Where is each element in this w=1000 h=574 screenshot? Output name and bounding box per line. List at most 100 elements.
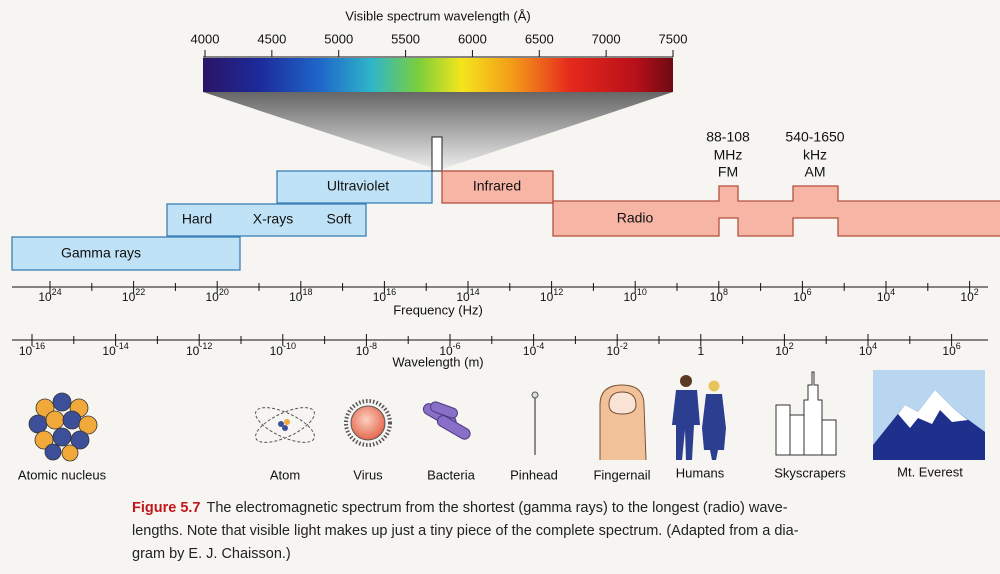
tick-base: 10	[186, 344, 200, 358]
tick-exponent: -8	[369, 341, 377, 351]
tick-exponent: -14	[116, 341, 129, 351]
caption-line: Figure 5.7 The electromagnetic spectrum f…	[132, 500, 788, 516]
pinhead-icon	[531, 391, 539, 455]
object-label: Humans	[676, 465, 725, 480]
tick-base: 10	[775, 344, 789, 358]
humans-icon	[672, 375, 726, 460]
radio-band	[552, 185, 1000, 237]
xray-band	[166, 203, 367, 237]
tick-base: 10	[624, 290, 638, 304]
tick-base: 10	[942, 344, 956, 358]
band-label: Gamma rays	[61, 245, 141, 261]
object-label: Virus	[353, 467, 383, 482]
tick-base: 10	[540, 290, 554, 304]
visible-tick-label: 5000	[324, 31, 353, 46]
visible-tick-label: 6000	[458, 31, 487, 46]
tick-label: 1022	[122, 287, 145, 304]
frequency-label: Frequency (Hz)	[393, 302, 483, 317]
skyscrapers-icon	[775, 371, 837, 456]
visible-tick-label: 7500	[659, 31, 688, 46]
visible-title: Visible spectrum wavelength (Å)	[345, 8, 530, 23]
tick-base: 10	[356, 344, 370, 358]
tick-label: 10-12	[186, 341, 212, 358]
tick-exponent: -10	[283, 341, 296, 351]
tick-exponent: -6	[453, 341, 461, 351]
wavelength-label: Wavelength (m)	[392, 354, 483, 369]
visible-spectrum-bar	[203, 58, 673, 92]
fm-range: 88-108	[706, 129, 750, 145]
tick-base: 10	[877, 290, 891, 304]
ultraviolet-band	[276, 170, 433, 204]
tick-label: 108	[710, 287, 728, 304]
tick-label: 1010	[624, 287, 647, 304]
band-label: Soft	[327, 211, 352, 227]
tick-exponent: 14	[470, 287, 480, 297]
band-label: Radio	[617, 210, 654, 226]
object-label: Pinhead	[510, 467, 558, 482]
tick-label: 10-16	[19, 341, 45, 358]
object-label: Fingernail	[593, 467, 650, 482]
virus-icon	[344, 399, 392, 447]
tick-exponent: -16	[32, 341, 45, 351]
band-label: Hard	[182, 211, 212, 227]
am-name: AM	[805, 164, 826, 180]
tick-label: 106	[793, 287, 811, 304]
tick-base: 10	[38, 290, 52, 304]
tick-base: 10	[439, 344, 453, 358]
visible-tick-label: 5500	[391, 31, 420, 46]
tick-label: 104	[877, 287, 895, 304]
everest-icon	[873, 370, 985, 460]
tick-exponent: 18	[302, 287, 312, 297]
tick-exponent: 22	[135, 287, 145, 297]
visible-tick-label: 7000	[592, 31, 621, 46]
tick-exponent: 12	[553, 287, 563, 297]
tick-exponent: 16	[386, 287, 396, 297]
am-range: 540-1650	[785, 129, 844, 145]
tick-label: 10-6	[439, 341, 460, 358]
tick-label: 10-8	[356, 341, 377, 358]
visible-tick-label: 6500	[525, 31, 554, 46]
visible-funnel	[203, 92, 673, 170]
band-label: X-rays	[253, 211, 293, 227]
bacteria-icon	[422, 401, 471, 440]
tick-label: 1024	[38, 287, 61, 304]
tick-base: 10	[607, 344, 621, 358]
tick-exponent: 24	[52, 287, 62, 297]
tick-label: 10-2	[607, 341, 628, 358]
infrared-band	[441, 170, 554, 204]
object-label: Atomic nucleus	[18, 467, 107, 482]
tick-base: 10	[373, 290, 387, 304]
tick-base: 10	[19, 344, 33, 358]
tick-label: 1	[697, 344, 704, 358]
tick-label: 10-10	[270, 341, 296, 358]
visible-tick-label: 4000	[191, 31, 220, 46]
tick-base: 10	[859, 344, 873, 358]
atom-icon	[255, 407, 315, 443]
figure-number: Figure 5.7	[132, 500, 201, 516]
tick-exponent: 2	[789, 341, 794, 351]
tick-exponent: 20	[219, 287, 229, 297]
object-label: Bacteria	[427, 467, 475, 482]
tick-base: 10	[122, 290, 136, 304]
tick-label: 1018	[289, 287, 312, 304]
band-label: Infrared	[473, 178, 521, 194]
tick-base: 10	[793, 290, 807, 304]
am-unit: kHz	[803, 147, 827, 163]
tick-base: 10	[960, 290, 974, 304]
object-label: Mt. Everest	[897, 464, 963, 479]
tick-exponent: 6	[807, 287, 812, 297]
tick-base: 10	[710, 290, 724, 304]
tick-base: 10	[456, 290, 470, 304]
tick-base: 1	[697, 344, 704, 358]
object-label: Atom	[270, 467, 300, 482]
tick-exponent: 10	[637, 287, 647, 297]
tick-exponent: -2	[620, 341, 628, 351]
tick-base: 10	[206, 290, 220, 304]
tick-base: 10	[523, 344, 537, 358]
fingernail-icon	[599, 384, 647, 461]
tick-base: 10	[270, 344, 284, 358]
tick-label: 106	[942, 341, 960, 358]
gamma-band	[11, 236, 241, 271]
tick-label: 102	[775, 341, 793, 358]
